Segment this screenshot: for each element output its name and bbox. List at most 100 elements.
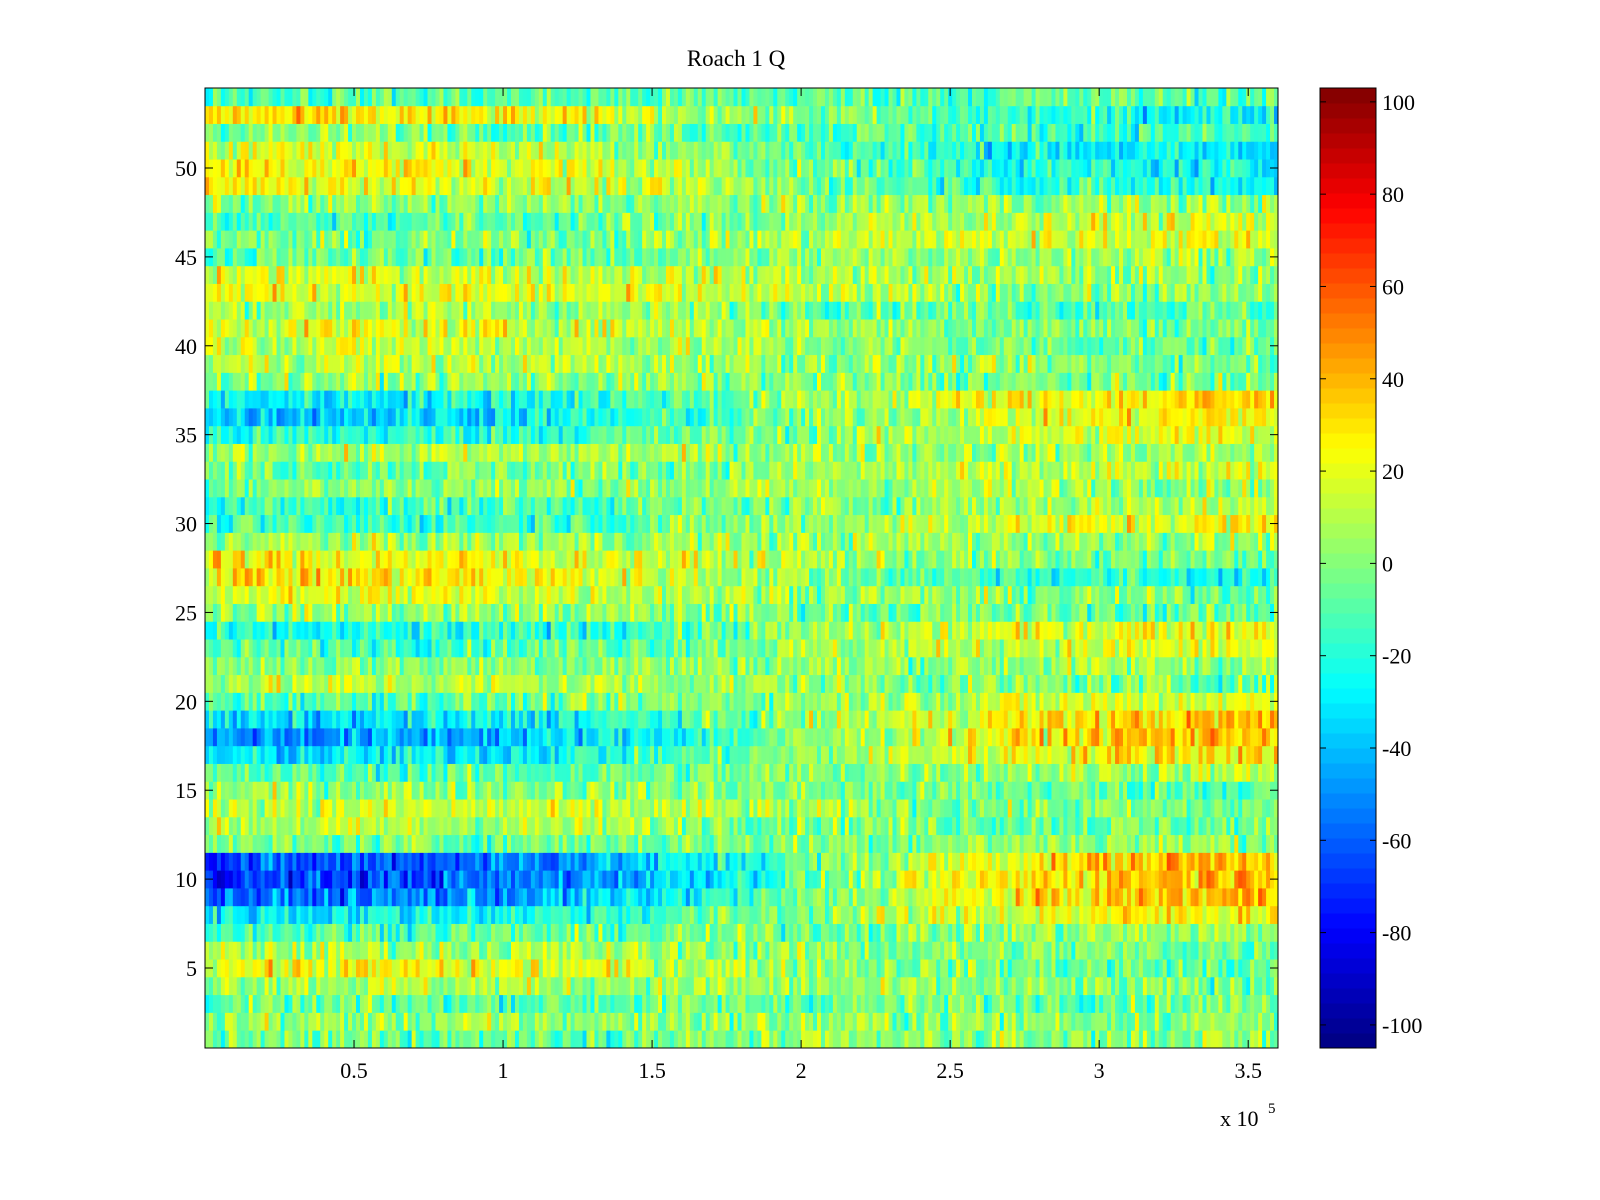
heatmap-cell [1087,994,1092,1013]
heatmap-cell [1126,745,1132,764]
heatmap-cell [820,816,826,836]
heatmap-cell [240,763,246,782]
heatmap-cell [1027,959,1032,978]
heatmap-cell [1186,941,1191,960]
heatmap-cell [1146,728,1152,747]
heatmap-cell [316,888,321,907]
heatmap-cell [296,834,301,853]
heatmap-cell [828,816,834,836]
heatmap-cell [642,923,647,942]
heatmap-cell [844,923,850,942]
heatmap-cell [733,816,738,836]
heatmap-cell [1274,763,1279,782]
heatmap-cell [1003,781,1009,800]
heatmap-cell [944,728,949,747]
heatmap-cell [288,763,293,782]
heatmap-cell [1218,834,1223,853]
heatmap-cell [729,888,734,907]
heatmap-cell [1202,976,1207,996]
heatmap-cell [741,941,746,960]
heatmap-cell [1035,994,1040,1013]
heatmap-cell [610,959,615,978]
heatmap-cell [1055,905,1060,924]
heatmap-cell [721,710,726,729]
heatmap-cell [312,976,317,996]
heatmap-cell [824,763,830,782]
heatmap-cell [1115,1030,1120,1049]
heatmap-cell [542,781,548,800]
heatmap-cell [1186,976,1191,996]
heatmap-cell [526,728,532,747]
heatmap-cell [1130,728,1136,747]
heatmap-cell [503,870,508,889]
heatmap-cell [423,941,428,960]
heatmap-cell [208,710,214,729]
heatmap-cell [447,888,452,907]
heatmap-cell [932,834,937,853]
heatmap-cell [1142,959,1148,978]
heatmap-cell [1126,763,1132,782]
heatmap-cell [1043,905,1048,924]
heatmap-cell [1226,799,1231,818]
heatmap-cell [1202,941,1207,960]
heatmap-cell [979,763,985,782]
heatmap-cell [1035,923,1040,942]
heatmap-cell [562,1012,568,1031]
heatmap-cell [574,763,579,782]
heatmap-cell [713,799,719,818]
heatmap-cell [514,941,520,960]
heatmap-cell [574,834,579,853]
heatmap-cell [1174,941,1180,960]
heatmap-cell [411,728,417,747]
heatmap-cell [284,781,289,800]
heatmap-cell [479,1012,484,1031]
heatmap-cell [324,976,329,996]
heatmap-cell [212,728,218,747]
heatmap-cell [522,763,528,782]
heatmap-cell [1174,834,1180,853]
heatmap-cell [1214,816,1219,836]
heatmap-cell [483,941,488,960]
heatmap-cell [1270,799,1275,818]
heatmap-cell [312,1030,317,1049]
heatmap-cell [741,870,746,889]
heatmap-cell [721,941,726,960]
heatmap-cell [534,870,540,889]
heatmap-cell [240,710,246,729]
heatmap-cell [455,923,460,942]
heatmap-cell [836,799,842,818]
heatmap-cell [220,728,226,747]
heatmap-cell [359,1030,365,1049]
heatmap-cell [411,1012,417,1031]
heatmap-cell [507,816,512,836]
heatmap-cell [717,994,723,1013]
heatmap-cell [920,994,925,1013]
heatmap-cell [737,1012,742,1031]
heatmap-cell [244,994,250,1013]
heatmap-cell [594,923,599,942]
heatmap-cell [932,852,937,871]
heatmap-cell [1270,1030,1275,1049]
heatmap-cell [900,799,905,818]
heatmap-cell [499,959,504,978]
heatmap-cell [761,905,766,924]
heatmap-cell [785,763,790,782]
heatmap-cell [634,710,639,729]
heatmap-cell [546,799,552,818]
heatmap-cell [352,728,357,747]
heatmap-cell [590,852,595,871]
heatmap-cell [960,905,965,924]
heatmap-cell [1126,923,1132,942]
heatmap-cell [1194,763,1199,782]
heatmap-cell [658,1030,663,1049]
heatmap-cell [566,923,572,942]
heatmap-cell [574,923,579,942]
heatmap-cell [1111,994,1116,1013]
heatmap-cell [940,976,945,996]
heatmap-cell [1027,923,1032,942]
heatmap-cell [975,941,981,960]
heatmap-cell [443,905,448,924]
heatmap-cell [1170,923,1176,942]
heatmap-cell [1027,1012,1032,1031]
heatmap-cell [399,870,405,889]
